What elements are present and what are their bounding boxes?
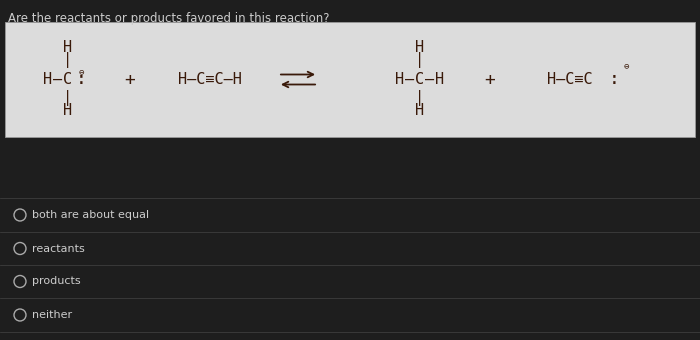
- Text: H–C≡C–H: H–C≡C–H: [178, 72, 242, 87]
- Text: H: H: [415, 103, 425, 118]
- Bar: [5, 22, 695, 137]
- Text: reactants: reactants: [32, 243, 85, 254]
- Text: –: –: [426, 72, 435, 87]
- Text: |: |: [64, 52, 73, 68]
- Text: H: H: [43, 72, 52, 87]
- Text: C: C: [415, 72, 425, 87]
- Text: –: –: [53, 72, 62, 87]
- Text: |: |: [415, 52, 425, 68]
- Text: H: H: [415, 40, 425, 55]
- Text: H: H: [64, 103, 73, 118]
- Text: ⊖: ⊖: [623, 61, 629, 70]
- Text: H–C≡C: H–C≡C: [547, 72, 593, 87]
- Text: H: H: [435, 72, 444, 87]
- Text: H: H: [395, 72, 405, 87]
- Text: C: C: [64, 72, 73, 87]
- Text: H: H: [64, 40, 73, 55]
- Text: ⊖: ⊖: [78, 67, 84, 76]
- Text: both are about equal: both are about equal: [32, 210, 149, 220]
- Text: neither: neither: [32, 310, 72, 320]
- Text: :: :: [76, 70, 86, 88]
- Text: Are the reactants or products favored in this reaction?: Are the reactants or products favored in…: [8, 12, 330, 25]
- Text: :: :: [608, 70, 620, 88]
- Text: +: +: [125, 70, 135, 88]
- Text: products: products: [32, 276, 80, 287]
- Text: +: +: [484, 70, 496, 88]
- Text: –: –: [405, 72, 414, 87]
- Text: |: |: [64, 89, 73, 105]
- Text: |: |: [415, 89, 425, 105]
